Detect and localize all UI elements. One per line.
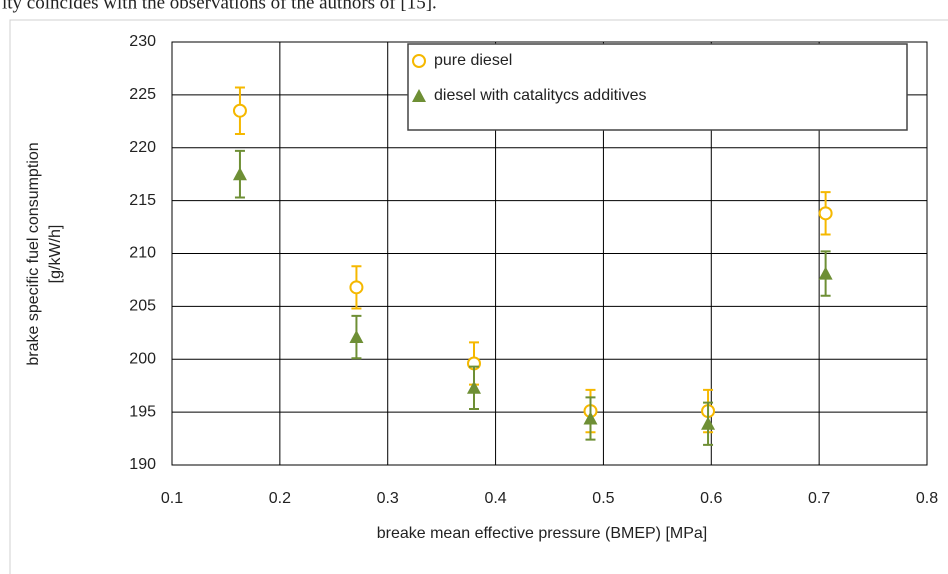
- data-point: [818, 206, 833, 221]
- data-point: [232, 167, 247, 181]
- legend-label: diesel with catalitycs additives: [434, 87, 647, 104]
- data-point: [701, 416, 716, 430]
- legend: [407, 43, 908, 131]
- y-tick-label: 205: [129, 298, 156, 315]
- data-point: [349, 330, 364, 344]
- y-tick-label: 230: [129, 33, 156, 50]
- x-tick-label: 0.3: [377, 490, 399, 507]
- y-tick-label: 225: [129, 86, 156, 103]
- x-tick-label: 0.7: [808, 490, 830, 507]
- x-tick-label: 0.1: [161, 490, 183, 507]
- x-tick-label: 0.5: [592, 490, 614, 507]
- y-tick-label: 190: [129, 456, 156, 473]
- y-axis-label: [g/kW/h]: [47, 225, 64, 284]
- plot-border: [171, 41, 928, 466]
- legend-label: pure diesel: [434, 52, 512, 69]
- data-point: [583, 411, 598, 425]
- y-tick-label: 195: [129, 403, 156, 420]
- x-tick-label: 0.6: [700, 490, 722, 507]
- x-tick-label: 0.4: [484, 490, 506, 507]
- y-tick-label: 210: [129, 245, 156, 262]
- legend-marker: [412, 89, 426, 102]
- y-tick-label: 215: [129, 192, 156, 209]
- legend-marker: [412, 54, 426, 68]
- y-tick-label: 220: [129, 139, 156, 156]
- chart-frame: [9, 19, 948, 574]
- data-point: [818, 266, 833, 280]
- y-axis-label: brake specific fuel consumption: [25, 142, 42, 365]
- document-text: ity coincides with the observations of t…: [2, 0, 437, 13]
- y-tick-label: 200: [129, 350, 156, 367]
- x-axis-label: breake mean effective pressure (BMEP) [M…: [377, 525, 708, 542]
- data-point: [232, 103, 247, 118]
- data-point: [349, 280, 364, 295]
- x-tick-label: 0.8: [916, 490, 938, 507]
- x-tick-label: 0.2: [269, 490, 291, 507]
- data-point: [467, 380, 481, 394]
